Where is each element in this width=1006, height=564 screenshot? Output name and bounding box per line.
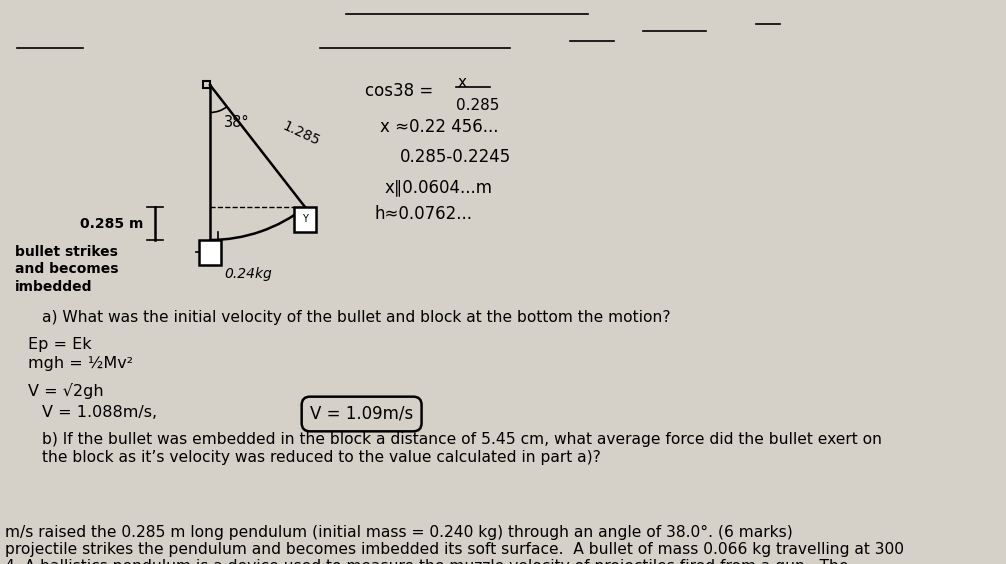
Text: a) What was the initial velocity of the bullet and block at the bottom the motio: a) What was the initial velocity of the … <box>42 310 671 325</box>
Text: x: x <box>458 75 467 90</box>
Bar <box>199 240 221 265</box>
Text: h≈0.0762...: h≈0.0762... <box>375 205 473 223</box>
Text: x∥0.0604...m: x∥0.0604...m <box>385 178 493 196</box>
Text: Ep = Ek: Ep = Ek <box>28 337 92 352</box>
Text: m/s raised the 0.285 m long pendulum (initial mass = 0.240 kg) through an angle : m/s raised the 0.285 m long pendulum (in… <box>5 525 793 540</box>
Text: projectile strikes the pendulum and becomes imbedded its soft surface.  A bullet: projectile strikes the pendulum and beco… <box>5 542 904 557</box>
Text: V = √2gh: V = √2gh <box>28 383 104 399</box>
Text: cos38 =: cos38 = <box>365 82 434 100</box>
Text: mgh = ½Mv²: mgh = ½Mv² <box>28 356 133 371</box>
Text: the block as it’s velocity was reduced to the value calculated in part a)?: the block as it’s velocity was reduced t… <box>42 450 601 465</box>
Text: 0.285-0.2245: 0.285-0.2245 <box>400 148 511 166</box>
Text: 1.285: 1.285 <box>281 119 322 149</box>
Text: Y: Y <box>302 214 308 224</box>
Text: 4. A ballistics pendulum is a device used to measure the muzzle velocity of proj: 4. A ballistics pendulum is a device use… <box>5 559 848 564</box>
Bar <box>294 207 316 232</box>
Text: 0.285: 0.285 <box>456 98 499 113</box>
Text: 0.24kg: 0.24kg <box>224 267 272 281</box>
Text: bullet strikes
and becomes
imbedded: bullet strikes and becomes imbedded <box>15 245 119 294</box>
Bar <box>203 81 210 88</box>
Text: 38°: 38° <box>224 115 249 130</box>
Text: x ≈0.22 456...: x ≈0.22 456... <box>380 118 499 136</box>
Text: V = 1.09m/s: V = 1.09m/s <box>310 405 413 423</box>
Text: 0.285 m: 0.285 m <box>79 217 143 231</box>
Text: b) If the bullet was embedded in the block a distance of 5.45 cm, what average f: b) If the bullet was embedded in the blo… <box>42 432 882 447</box>
Text: V = 1.088m/s,: V = 1.088m/s, <box>42 405 157 420</box>
